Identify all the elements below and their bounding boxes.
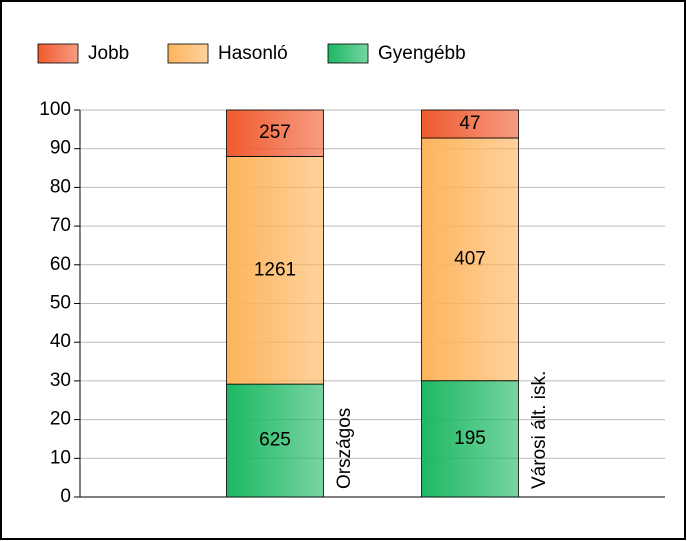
y-tick-label: 60: [50, 254, 71, 275]
bar-segment: [226, 156, 324, 385]
y-tick-label: 50: [50, 293, 71, 314]
y-tick-label: 80: [50, 176, 71, 197]
y-tick-label: 10: [50, 447, 71, 468]
bar-segment: [421, 137, 519, 382]
data-label: 407: [454, 248, 486, 269]
data-label: 625: [259, 430, 291, 451]
legend-swatch: [167, 43, 209, 64]
y-tick-label: 30: [50, 370, 71, 391]
y-tick-label: 40: [50, 331, 71, 352]
y-tick-label: 70: [50, 215, 71, 236]
y-tick-label: 0: [60, 486, 71, 507]
category-label: Városi ált. isk.: [529, 371, 550, 489]
legend-label: Hasonló: [218, 43, 288, 64]
bar-segment: [226, 383, 324, 498]
y-tick-label: 90: [50, 138, 71, 159]
bar-segment: [421, 380, 519, 498]
legend-swatch: [327, 43, 369, 64]
y-tick-label: 100: [39, 99, 71, 120]
data-label: 47: [459, 113, 480, 134]
legend-label: Gyengébb: [378, 43, 466, 64]
y-tick-label: 20: [50, 409, 71, 430]
bar-segment: [226, 109, 324, 157]
bar-segment: [421, 109, 519, 139]
data-label: 257: [259, 122, 291, 143]
category-label: Országos: [334, 408, 355, 489]
legend-label: Jobb: [88, 43, 129, 64]
legend-swatch: [37, 43, 79, 64]
data-label: 1261: [254, 259, 296, 280]
data-label: 195: [454, 428, 486, 449]
